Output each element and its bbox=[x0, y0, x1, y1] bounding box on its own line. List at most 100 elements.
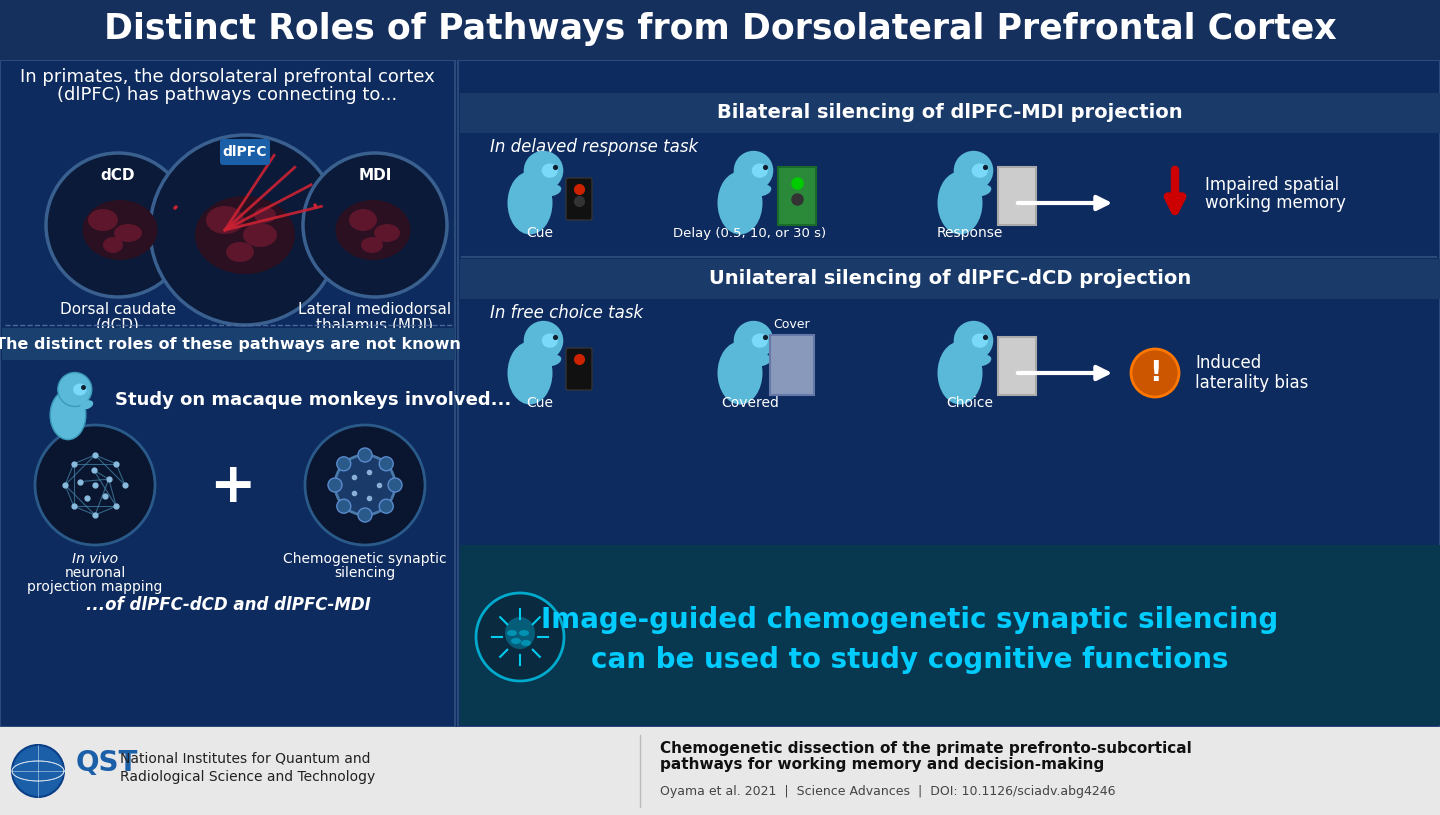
Ellipse shape bbox=[518, 630, 528, 636]
Circle shape bbox=[1130, 349, 1179, 397]
FancyBboxPatch shape bbox=[770, 335, 814, 395]
Ellipse shape bbox=[114, 224, 143, 242]
Circle shape bbox=[336, 455, 395, 515]
Circle shape bbox=[337, 500, 351, 513]
Circle shape bbox=[337, 456, 351, 471]
Circle shape bbox=[35, 425, 156, 545]
Text: neuronal: neuronal bbox=[65, 566, 125, 580]
Text: In delayed response task: In delayed response task bbox=[490, 138, 698, 156]
FancyBboxPatch shape bbox=[220, 139, 271, 165]
Ellipse shape bbox=[253, 207, 276, 223]
Ellipse shape bbox=[753, 185, 772, 196]
Text: can be used to study cognitive functions: can be used to study cognitive functions bbox=[592, 646, 1228, 674]
FancyBboxPatch shape bbox=[566, 348, 592, 390]
Text: Distinct Roles of Pathways from Dorsolateral Prefrontal Cortex: Distinct Roles of Pathways from Dorsolat… bbox=[104, 12, 1336, 46]
Ellipse shape bbox=[541, 163, 557, 178]
Ellipse shape bbox=[194, 196, 295, 274]
Ellipse shape bbox=[973, 185, 991, 196]
Circle shape bbox=[46, 153, 190, 297]
Text: (dlPFC) has pathways connecting to...: (dlPFC) has pathways connecting to... bbox=[56, 86, 397, 104]
Text: Induced: Induced bbox=[1195, 354, 1261, 372]
Text: working memory: working memory bbox=[1205, 194, 1346, 212]
Ellipse shape bbox=[937, 341, 982, 404]
Text: Oyama et al. 2021  |  Science Advances  |  DOI: 10.1126/sciadv.abg4246: Oyama et al. 2021 | Science Advances | D… bbox=[660, 785, 1116, 798]
FancyBboxPatch shape bbox=[459, 93, 1440, 133]
Ellipse shape bbox=[717, 171, 763, 235]
Ellipse shape bbox=[541, 333, 557, 348]
Text: In vivo: In vivo bbox=[72, 552, 118, 566]
Text: Chemogenetic synaptic: Chemogenetic synaptic bbox=[284, 552, 446, 566]
Text: thalamus (MDI): thalamus (MDI) bbox=[317, 318, 433, 333]
Circle shape bbox=[379, 456, 393, 471]
Text: Impaired spatial: Impaired spatial bbox=[1205, 176, 1339, 194]
Ellipse shape bbox=[511, 638, 521, 644]
Circle shape bbox=[305, 425, 425, 545]
Ellipse shape bbox=[972, 163, 988, 178]
Ellipse shape bbox=[348, 209, 377, 231]
FancyBboxPatch shape bbox=[459, 545, 1440, 725]
Ellipse shape bbox=[243, 223, 276, 247]
Ellipse shape bbox=[717, 341, 763, 404]
Ellipse shape bbox=[753, 355, 772, 366]
Text: !: ! bbox=[1149, 359, 1161, 387]
Ellipse shape bbox=[972, 333, 988, 348]
Ellipse shape bbox=[507, 630, 517, 636]
Text: +: + bbox=[209, 460, 255, 514]
Ellipse shape bbox=[361, 237, 383, 253]
Text: Study on macaque monkeys involved...: Study on macaque monkeys involved... bbox=[115, 391, 511, 409]
Ellipse shape bbox=[336, 200, 410, 260]
Ellipse shape bbox=[544, 185, 562, 196]
FancyBboxPatch shape bbox=[998, 167, 1035, 225]
Circle shape bbox=[150, 135, 340, 325]
FancyBboxPatch shape bbox=[0, 60, 455, 727]
Text: Cue: Cue bbox=[527, 396, 553, 410]
Circle shape bbox=[359, 508, 372, 522]
Circle shape bbox=[734, 151, 773, 191]
FancyBboxPatch shape bbox=[0, 727, 1440, 815]
Circle shape bbox=[387, 478, 402, 492]
Text: projection mapping: projection mapping bbox=[27, 580, 163, 594]
Text: Lateral mediodorsal: Lateral mediodorsal bbox=[298, 302, 452, 316]
Circle shape bbox=[734, 321, 773, 360]
Text: Dorsal caudate: Dorsal caudate bbox=[60, 302, 176, 316]
Circle shape bbox=[12, 745, 63, 797]
Text: dCD: dCD bbox=[101, 168, 135, 183]
Ellipse shape bbox=[81, 400, 94, 409]
Ellipse shape bbox=[505, 617, 536, 649]
Text: Image-guided chemogenetic synaptic silencing: Image-guided chemogenetic synaptic silen… bbox=[541, 606, 1279, 634]
Text: Radiological Science and Technology: Radiological Science and Technology bbox=[120, 770, 376, 784]
Text: In primates, the dorsolateral prefrontal cortex: In primates, the dorsolateral prefrontal… bbox=[20, 68, 435, 86]
Circle shape bbox=[477, 593, 564, 681]
Circle shape bbox=[524, 321, 563, 360]
FancyBboxPatch shape bbox=[566, 178, 592, 220]
Ellipse shape bbox=[226, 242, 253, 262]
Text: MDI: MDI bbox=[359, 168, 392, 183]
FancyBboxPatch shape bbox=[459, 259, 1440, 299]
Text: (dCD): (dCD) bbox=[96, 318, 140, 333]
FancyBboxPatch shape bbox=[998, 337, 1035, 395]
Circle shape bbox=[524, 151, 563, 191]
Ellipse shape bbox=[507, 171, 553, 235]
Ellipse shape bbox=[937, 171, 982, 235]
Text: Covered: Covered bbox=[721, 396, 779, 410]
Text: laterality bias: laterality bias bbox=[1195, 374, 1309, 392]
Circle shape bbox=[328, 478, 343, 492]
Text: silencing: silencing bbox=[334, 566, 396, 580]
Text: Delay (0.5, 10, or 30 s): Delay (0.5, 10, or 30 s) bbox=[674, 227, 827, 240]
Ellipse shape bbox=[73, 384, 86, 395]
Ellipse shape bbox=[374, 224, 400, 242]
FancyBboxPatch shape bbox=[0, 0, 1440, 60]
Text: Cover: Cover bbox=[773, 319, 811, 332]
Text: Response: Response bbox=[937, 226, 1004, 240]
Ellipse shape bbox=[88, 209, 118, 231]
Text: ...of dlPFC-dCD and dlPFC-MDI: ...of dlPFC-dCD and dlPFC-MDI bbox=[85, 596, 370, 614]
FancyBboxPatch shape bbox=[1, 328, 455, 360]
Circle shape bbox=[58, 372, 92, 407]
Circle shape bbox=[302, 153, 446, 297]
Ellipse shape bbox=[521, 640, 531, 646]
Text: Chemogenetic dissection of the primate prefronto-subcortical: Chemogenetic dissection of the primate p… bbox=[660, 742, 1192, 756]
Ellipse shape bbox=[973, 355, 991, 366]
Ellipse shape bbox=[544, 355, 562, 366]
FancyBboxPatch shape bbox=[458, 60, 1440, 727]
Text: Choice: Choice bbox=[946, 396, 994, 410]
